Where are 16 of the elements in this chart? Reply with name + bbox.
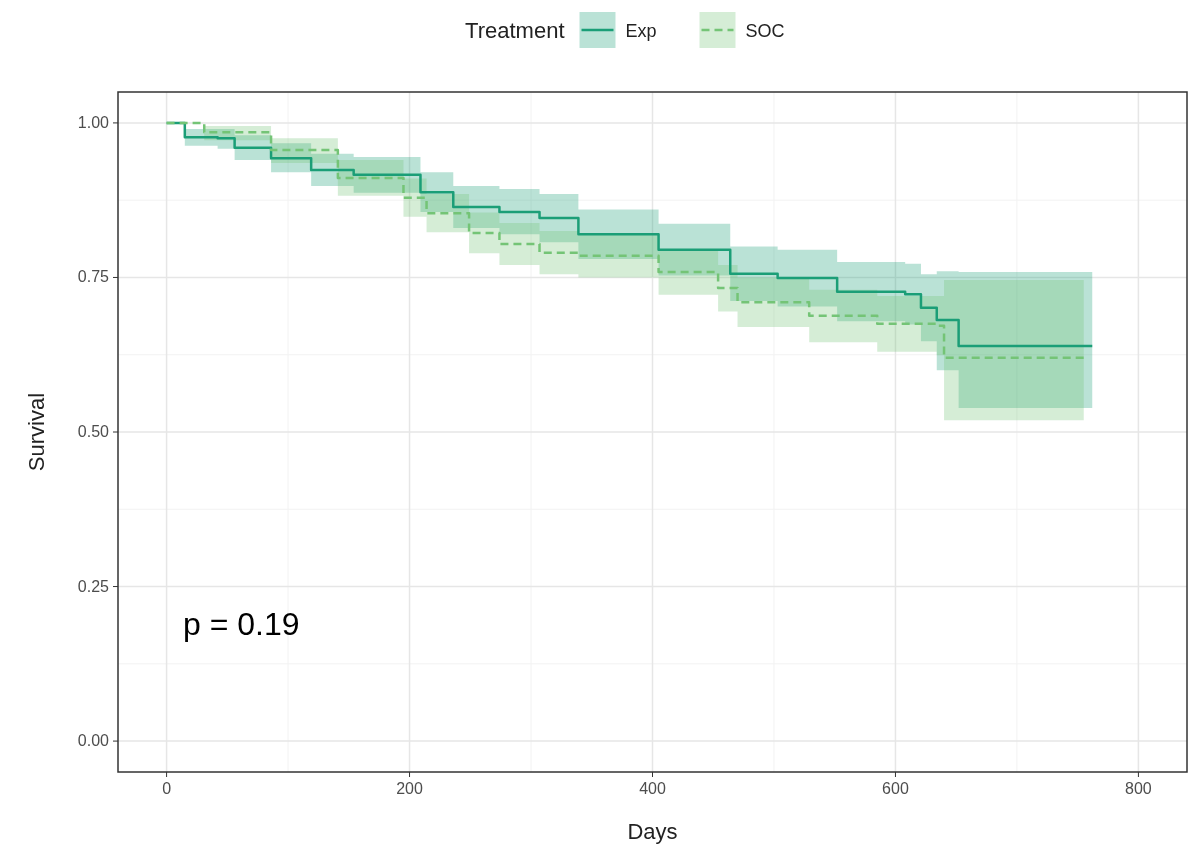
legend-title: Treatment bbox=[465, 18, 565, 43]
y-tick-label: 0.75 bbox=[77, 268, 110, 286]
x-tick-label: 600 bbox=[882, 780, 909, 797]
annotation: p = 0.19 bbox=[183, 605, 300, 642]
x-tick-label: 200 bbox=[396, 780, 423, 797]
y-tick-label: 0.00 bbox=[77, 732, 110, 750]
x-axis-title: Days bbox=[627, 819, 678, 844]
x-tick-label: 0 bbox=[162, 780, 172, 797]
y-tick-label: 0.25 bbox=[77, 577, 110, 595]
legend-label: Exp bbox=[625, 21, 657, 41]
legend-label: SOC bbox=[745, 21, 785, 41]
x-tick-label: 800 bbox=[1125, 780, 1152, 797]
y-tick-label: 0.50 bbox=[77, 423, 110, 440]
y-tick-label: 1.00 bbox=[77, 113, 110, 131]
y-axis-title: Survival bbox=[24, 392, 49, 472]
x-tick-label: 400 bbox=[639, 780, 666, 797]
